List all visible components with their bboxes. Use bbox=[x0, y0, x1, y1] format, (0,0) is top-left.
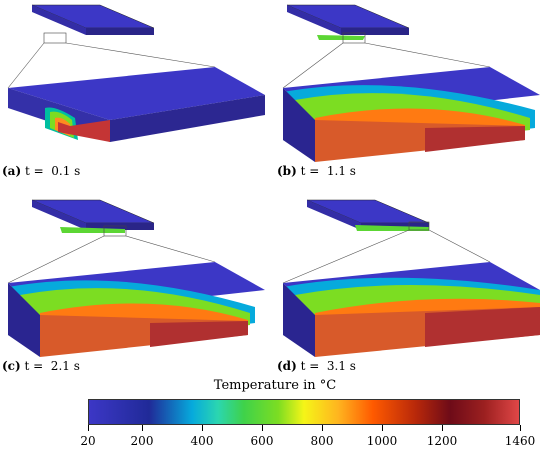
colorbar-tick bbox=[201, 425, 203, 431]
colorbar bbox=[88, 399, 520, 425]
caption-a: (a) t = 0.1 s bbox=[2, 164, 80, 178]
caption-a-label: (a) bbox=[2, 164, 22, 178]
colorbar-tick-label: 800 bbox=[310, 434, 334, 448]
colorbar-tick bbox=[321, 425, 323, 431]
caption-b-label: (b) bbox=[277, 164, 297, 178]
colorbar-tick bbox=[141, 425, 143, 431]
caption-b: (b) t = 1.1 s bbox=[277, 164, 356, 178]
caption-d: (d) t = 3.1 s bbox=[277, 359, 356, 373]
caption-d-label: (d) bbox=[277, 359, 297, 373]
panel-c: (c) t = 2.1 s bbox=[0, 195, 275, 380]
slab-figure-d bbox=[282, 199, 540, 357]
colorbar-tick-label: 1200 bbox=[426, 434, 458, 448]
caption-c-label: (c) bbox=[2, 359, 21, 373]
caption-c: (c) t = 2.1 s bbox=[2, 359, 80, 373]
colorbar-tick-label: 20 bbox=[80, 434, 96, 448]
caption-c-text: t = 2.1 s bbox=[20, 359, 80, 373]
colorbar-tick bbox=[381, 425, 383, 431]
caption-a-text: t = 0.1 s bbox=[21, 164, 81, 178]
colorbar-tick-label: 200 bbox=[130, 434, 154, 448]
panel-d: (d) t = 3.1 s bbox=[275, 195, 550, 380]
colorbar-tick-label: 600 bbox=[250, 434, 274, 448]
colorbar-tick-label: 1000 bbox=[366, 434, 398, 448]
colorbar-tick bbox=[441, 425, 443, 431]
panel-b: (b) t = 1.1 s bbox=[275, 0, 550, 185]
colorbar-tick bbox=[87, 425, 89, 431]
panel-a: (a) t = 0.1 s bbox=[0, 0, 275, 185]
colorbar-title: Temperature in °C bbox=[213, 378, 337, 393]
slab-figure-a bbox=[7, 4, 265, 142]
caption-b-text: t = 1.1 s bbox=[296, 164, 356, 178]
colorbar-tick bbox=[519, 425, 521, 431]
slab-figure-b bbox=[282, 4, 540, 162]
slab-figure-c bbox=[7, 199, 265, 357]
colorbar-tick-label: 400 bbox=[190, 434, 214, 448]
caption-d-text: t = 3.1 s bbox=[296, 359, 356, 373]
colorbar-tick bbox=[261, 425, 263, 431]
colorbar-tick-label: 1460 bbox=[504, 434, 536, 448]
